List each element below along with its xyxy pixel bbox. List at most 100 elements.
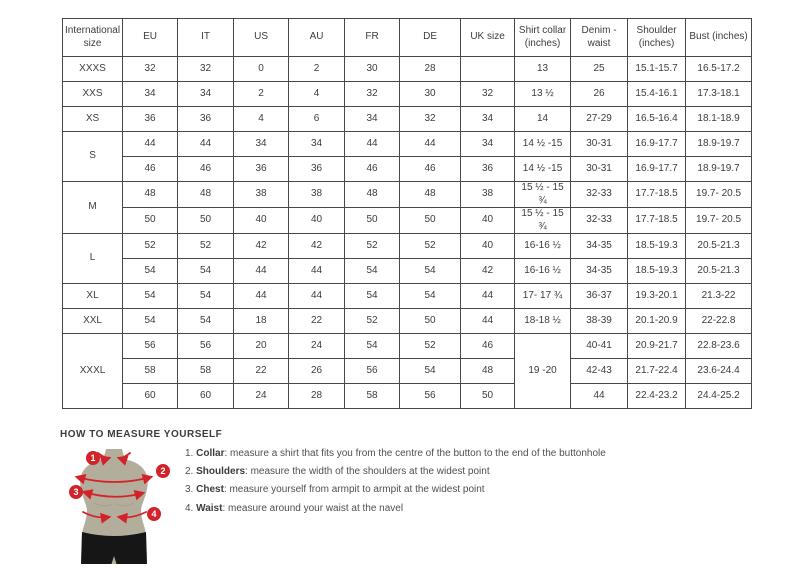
step-badge: 1 [86,451,100,465]
uk-cell: 36 [460,156,516,182]
shoulder-cell: 18.5-19.3 [627,233,687,259]
uk-cell: 44 [460,283,516,309]
au-cell: 44 [288,283,346,309]
torso-figure-icon: 1 2 3 4 [69,449,170,564]
shoulder-cell: 21.7-22.4 [627,358,687,384]
bust-cell: 18.9-19.7 [685,131,753,157]
svg-text:3: 3 [73,487,78,497]
bust-cell: 20.5-21.3 [685,258,753,284]
de-cell: 50 [399,308,462,334]
au-cell: 40 [288,207,346,234]
fr-cell: 34 [344,106,401,132]
eu-cell: 46 [122,156,179,182]
column-header: DE [399,18,462,57]
shoulder-cell: 16.9-17.7 [627,131,687,157]
table-row: XXXS 32 32 0 2 30 28 13 25 15.1-15.7 16.5-17.2 [61,56,753,82]
shoulder-arrow-icon [74,473,154,485]
table-row: S 44 44 34 34 44 44 34 14 ½ -15 30-31 16.9-17.7 18.… [61,131,753,182]
fr-cell: 30 [344,56,401,82]
de-cell: 50 [399,207,462,234]
denim-cell: 38-39 [570,308,629,334]
waist-arrow-icon [116,511,147,524]
torso-measurement-diagram: 1 2 3 4 [63,446,193,566]
us-cell: 40 [233,207,290,234]
it-cell: 36 [177,106,235,132]
column-header: IT [177,18,235,57]
uk-cell: 40 [460,233,516,259]
chest-arrow-icon [81,489,146,501]
shoulder-cell: 16.9-17.7 [627,156,687,182]
de-cell: 28 [399,56,462,82]
collar-cell: 17- 17 ¾ [514,283,572,309]
us-cell: 44 [233,283,290,309]
de-cell: 54 [399,358,462,384]
bust-cell: 24.4-25.2 [685,383,753,409]
eu-cell: 54 [122,308,179,334]
it-cell: 54 [177,308,235,334]
eu-cell: 58 [122,358,179,384]
de-cell: 52 [399,333,462,359]
measure-heading: HOW TO MEASURE YOURSELF [60,429,223,440]
size-label-cell: XXXS [61,56,124,82]
column-header: Shirt collar (inches) [514,18,572,57]
column-header: EU [122,18,179,57]
step-label: Shoulders [196,466,246,478]
de-cell: 52 [399,233,462,259]
de-cell: 56 [399,383,462,409]
denim-cell: 27-29 [570,106,629,132]
au-cell: 38 [288,181,346,208]
step-label: Collar [196,448,225,459]
svg-text:2: 2 [160,466,165,476]
size-label-cell: L [61,233,124,284]
size-label-cell: XL [61,283,124,309]
bust-cell: 22-22.8 [685,308,753,334]
denim-cell: 30-31 [570,131,629,157]
au-cell: 2 [288,56,346,82]
uk-cell: 38 [460,181,516,208]
size-label-cell: XXXL [61,333,124,409]
collar-cell: 15 ½ - 15 ¾ [514,181,572,208]
fr-cell: 56 [344,358,401,384]
step-text: : measure yourself from armpit to armpit… [223,484,485,496]
shoulder-cell: 19.3-20.1 [627,283,687,309]
bust-cell: 19.7- 20.5 [685,181,753,208]
uk-cell: 48 [460,358,516,384]
denim-cell: 42-43 [570,358,629,384]
bust-cell: 21.3-22 [685,283,753,309]
shoulder-cell: 16.5-16.4 [627,106,687,132]
eu-cell: 50 [122,207,179,234]
uk-cell [460,56,516,82]
measure-step: 2. Shoulders: measure the width of the s… [185,463,606,481]
shorts-shape [81,532,147,564]
bust-cell: 22.8-23.6 [685,333,753,359]
step-label: Waist [196,502,223,514]
us-cell: 18 [233,308,290,334]
it-cell: 60 [177,383,235,409]
table-row: XS 36 36 4 6 34 32 34 14 27-29 16.5-16.4 18.1-18.9 [61,106,753,132]
measure-step: 3. Chest: measure yourself from armpit t… [185,481,606,499]
shoulder-cell: 15.1-15.7 [627,56,687,82]
measure-steps: 1. Collar: measure a shirt that fits you… [185,445,606,518]
eu-cell: 60 [122,383,179,409]
svg-text:1: 1 [90,453,95,463]
size-label-cell: M [61,181,124,234]
bust-cell: 18.1-18.9 [685,106,753,132]
table-row: 54 54 44 44 54 54 42 16-16 ½ 34-35 18.5-19.3 20.5-… [63,258,753,284]
shoulder-cell: 17.7-18.5 [627,181,687,208]
step-text: : measure a shirt that fits you from the… [224,448,606,459]
au-cell: 42 [288,233,346,259]
eu-cell: 34 [122,81,179,107]
uk-cell: 46 [460,333,516,359]
chest-contour-line [115,502,135,507]
eu-cell: 54 [122,283,179,309]
shoulder-cell: 17.7-18.5 [627,207,687,234]
column-header: Shoulder (inches) [627,18,687,57]
chest-contour-line [93,502,113,507]
eu-cell: 32 [122,56,179,82]
step-text: : measure the width of the shoulders at … [245,466,490,478]
collar-cell: 14 ½ -15 [514,131,572,157]
uk-cell: 34 [460,106,516,132]
size-label-cell: XXL [61,308,124,334]
denim-cell: 32-33 [570,181,629,208]
it-cell: 58 [177,358,235,384]
